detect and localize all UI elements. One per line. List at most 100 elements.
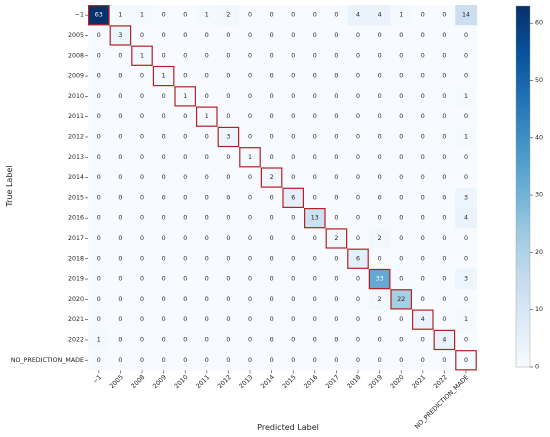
cell-17-9 — [282, 350, 305, 371]
cell-value-17-4: 0 — [183, 357, 187, 364]
cell-value-13-0: 0 — [97, 276, 101, 283]
cell-9-12 — [347, 187, 370, 209]
cell-7-5 — [196, 147, 218, 168]
cell-16-7 — [239, 329, 262, 351]
cell-value-8-13: 0 — [378, 174, 382, 181]
colorbar-segment-15 — [516, 51, 530, 55]
cell-value-16-7: 0 — [248, 336, 252, 343]
cell-value-11-14: 0 — [399, 235, 403, 242]
colorbar-segment-56 — [516, 174, 530, 179]
cell-16-1 — [109, 329, 132, 351]
cell-value-7-12: 0 — [356, 154, 360, 161]
x-tick-label-16: 2022 — [433, 374, 449, 390]
cell-12-9 — [282, 248, 305, 270]
cell-value-11-7: 0 — [248, 235, 252, 242]
cell-value-3-5: 0 — [205, 73, 209, 80]
cell-value-15-16: 0 — [442, 316, 446, 323]
cell-3-6 — [217, 65, 240, 87]
cell-value-10-15: 0 — [421, 215, 425, 222]
colorbar-segment-36 — [516, 114, 530, 118]
cell-value-6-13: 0 — [378, 133, 382, 140]
cell-11-15 — [412, 228, 434, 249]
colorbar-segment-105 — [516, 321, 530, 326]
colorbar-segment-77 — [516, 237, 530, 242]
cell-value-0-6: 2 — [226, 12, 230, 19]
cell-15-2 — [131, 309, 154, 331]
cell-value-9-8: 0 — [270, 194, 274, 201]
cell-4-8 — [260, 86, 283, 107]
cell-16-0 — [88, 329, 110, 351]
cell-1-11 — [325, 25, 348, 46]
colorbar-segment-59 — [516, 183, 530, 188]
cell-value-11-15: 0 — [421, 235, 425, 242]
cell-value-13-2: 0 — [140, 276, 144, 283]
cell-value-13-14: 0 — [399, 276, 403, 283]
cell-7-0 — [88, 147, 110, 168]
x-tick-label-5: 2011 — [195, 374, 211, 390]
cell-value-12-9: 0 — [291, 255, 295, 262]
cell-11-13 — [368, 228, 391, 249]
cell-0-12 — [347, 5, 370, 26]
cell-value-0-2: 1 — [140, 12, 144, 19]
cell-value-9-4: 0 — [183, 194, 187, 201]
colorbar-segment-73 — [516, 225, 530, 230]
cell-value-13-11: 0 — [334, 276, 338, 283]
cell-13-17 — [455, 268, 478, 290]
cell-2-4 — [174, 45, 197, 67]
colorbar-segment-60 — [516, 186, 530, 191]
cell-value-1-6: 0 — [226, 32, 230, 39]
cell-value-11-3: 0 — [162, 235, 166, 242]
cell-5-4 — [174, 106, 197, 128]
cell-value-16-9: 0 — [291, 336, 295, 343]
cell-14-11 — [325, 289, 348, 310]
cell-14-4 — [174, 289, 197, 310]
colorbar-segment-46 — [516, 144, 530, 148]
cell-value-15-6: 0 — [226, 316, 230, 323]
diagonal-highlight-1 — [109, 25, 132, 46]
cell-value-16-13: 0 — [378, 336, 382, 343]
cell-value-4-4: 1 — [183, 93, 187, 100]
diagonal-highlight-4 — [174, 86, 196, 107]
cell-value-7-5: 0 — [205, 154, 209, 161]
cell-value-7-7: 1 — [248, 154, 252, 161]
cell-value-6-15: 0 — [421, 133, 425, 140]
cell-0-6 — [217, 5, 240, 26]
cell-value-0-10: 0 — [313, 12, 317, 19]
colorbar-segment-113 — [516, 345, 530, 350]
cell-value-16-16: 4 — [442, 336, 446, 343]
cell-value-1-15: 0 — [421, 32, 425, 39]
cell-16-14 — [390, 329, 413, 351]
colorbar-segment-34 — [516, 108, 530, 112]
cell-value-7-16: 0 — [442, 154, 446, 161]
cell-12-8 — [260, 248, 283, 270]
colorbar-tick-label-3: 30 — [535, 192, 543, 199]
cell-1-2 — [131, 25, 154, 46]
cell-value-14-9: 0 — [291, 296, 295, 303]
colorbar-segment-90 — [516, 276, 530, 281]
cell-8-10 — [304, 167, 326, 188]
cell-5-9 — [282, 106, 305, 128]
cell-11-17 — [455, 228, 478, 249]
cell-1-13 — [368, 25, 391, 46]
cell-value-1-12: 0 — [356, 32, 360, 39]
colorbar-segment-95 — [516, 291, 530, 296]
x-tick-label-9: 2015 — [281, 374, 297, 390]
cell-value-1-14: 0 — [399, 32, 403, 39]
cell-value-4-5: 0 — [205, 93, 209, 100]
cell-7-17 — [455, 147, 478, 168]
cell-2-1 — [109, 45, 132, 67]
cell-value-9-10: 0 — [313, 194, 317, 201]
colorbar-segment-91 — [516, 279, 530, 284]
cell-3-12 — [347, 65, 370, 87]
cell-13-3 — [152, 268, 175, 290]
cell-6-4 — [174, 126, 197, 148]
cell-value-2-3: 0 — [162, 52, 166, 59]
colorbar-segment-88 — [516, 270, 530, 275]
cell-0-8 — [260, 5, 283, 26]
colorbar-segment-110 — [516, 336, 530, 341]
colorbar-segment-94 — [516, 288, 530, 293]
cell-value-8-11: 0 — [334, 174, 338, 181]
cell-5-10 — [304, 106, 326, 128]
cell-value-4-7: 0 — [248, 93, 252, 100]
colorbar-segment-47 — [516, 147, 530, 151]
